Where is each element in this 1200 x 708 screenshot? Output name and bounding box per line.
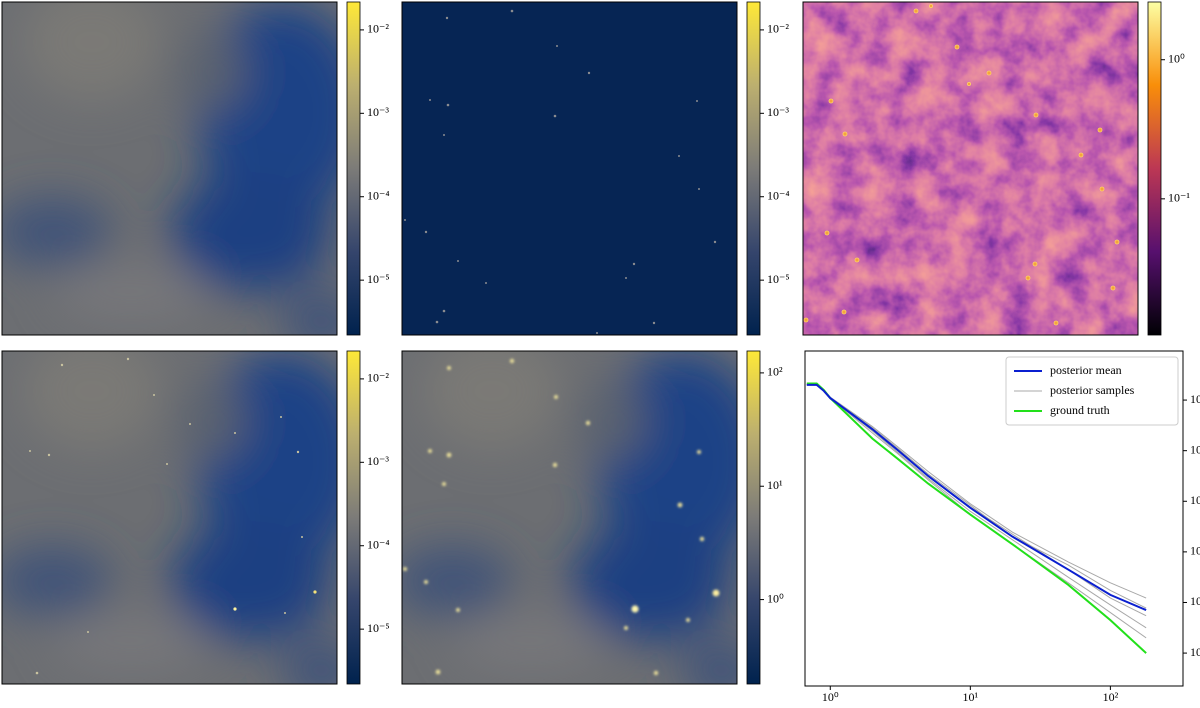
colorbar: [746, 1, 761, 336]
colorbar: [346, 1, 361, 336]
y-tick-label: 10⁻⁷: [1190, 544, 1200, 558]
legend-label: posterior samples: [1050, 383, 1135, 397]
image-frame: [401, 350, 738, 685]
colorbar-tick-label: 10⁰: [767, 591, 784, 605]
colorbar: [746, 350, 761, 685]
colorbar-tick-label: 10⁻⁵: [767, 272, 790, 286]
image-panel: [402, 2, 737, 335]
colorbar-tick-label: 10⁻²: [367, 371, 389, 385]
y-tick-label: 10⁻¹: [1190, 392, 1200, 406]
image-frame: [1, 350, 338, 685]
x-tick-label: 10⁰: [822, 690, 839, 703]
y-tick-label: 10⁻¹¹: [1190, 645, 1200, 659]
legend-label: ground truth: [1050, 403, 1110, 417]
colorbar-tick-label: 10⁻⁵: [367, 272, 390, 286]
colorbar: [1147, 1, 1162, 336]
colorbar-tick-label: 10¹: [767, 478, 783, 492]
legend-box: [1005, 356, 1179, 426]
y-tick-label: 10⁻⁵: [1190, 493, 1200, 507]
colorbar-tick-label: 10²: [767, 365, 783, 379]
legend-label: posterior mean: [1050, 363, 1122, 377]
colorbar-tick-label: 10⁻³: [767, 105, 789, 119]
colorbar-tick-label: 10⁻²: [767, 22, 789, 36]
image-frame: [401, 1, 738, 336]
colorbar-tick-label: 10⁻¹: [1168, 191, 1190, 205]
image-panel: [0, 311, 382, 703]
colorbar-tick-label: 10⁻²: [367, 22, 389, 36]
colorbar: [346, 350, 361, 685]
colorbar-tick-label: 10⁰: [1168, 51, 1185, 65]
image-panel: [362, 311, 782, 703]
image-frame: [802, 1, 1139, 336]
colorbar-tick-label: 10⁻⁴: [367, 537, 390, 551]
colorbar-tick-label: 10⁻³: [367, 105, 389, 119]
colorbar-tick-label: 10⁻³: [367, 454, 389, 468]
x-tick-label: 10¹: [963, 690, 979, 703]
y-tick-label: 10⁻⁹: [1190, 594, 1200, 608]
colorbar-tick-label: 10⁻⁴: [767, 188, 790, 202]
y-tick-label: 10⁻³: [1190, 442, 1200, 456]
image-panel: [0, 0, 382, 382]
x-tick-label: 10²: [1103, 690, 1119, 703]
colorbar-tick-label: 10⁻⁵: [367, 621, 390, 635]
series-line: [806, 383, 1147, 612]
image-panel: [803, 2, 1138, 335]
colorbar-tick-label: 10⁻⁴: [367, 188, 390, 202]
image-frame: [1, 1, 338, 336]
